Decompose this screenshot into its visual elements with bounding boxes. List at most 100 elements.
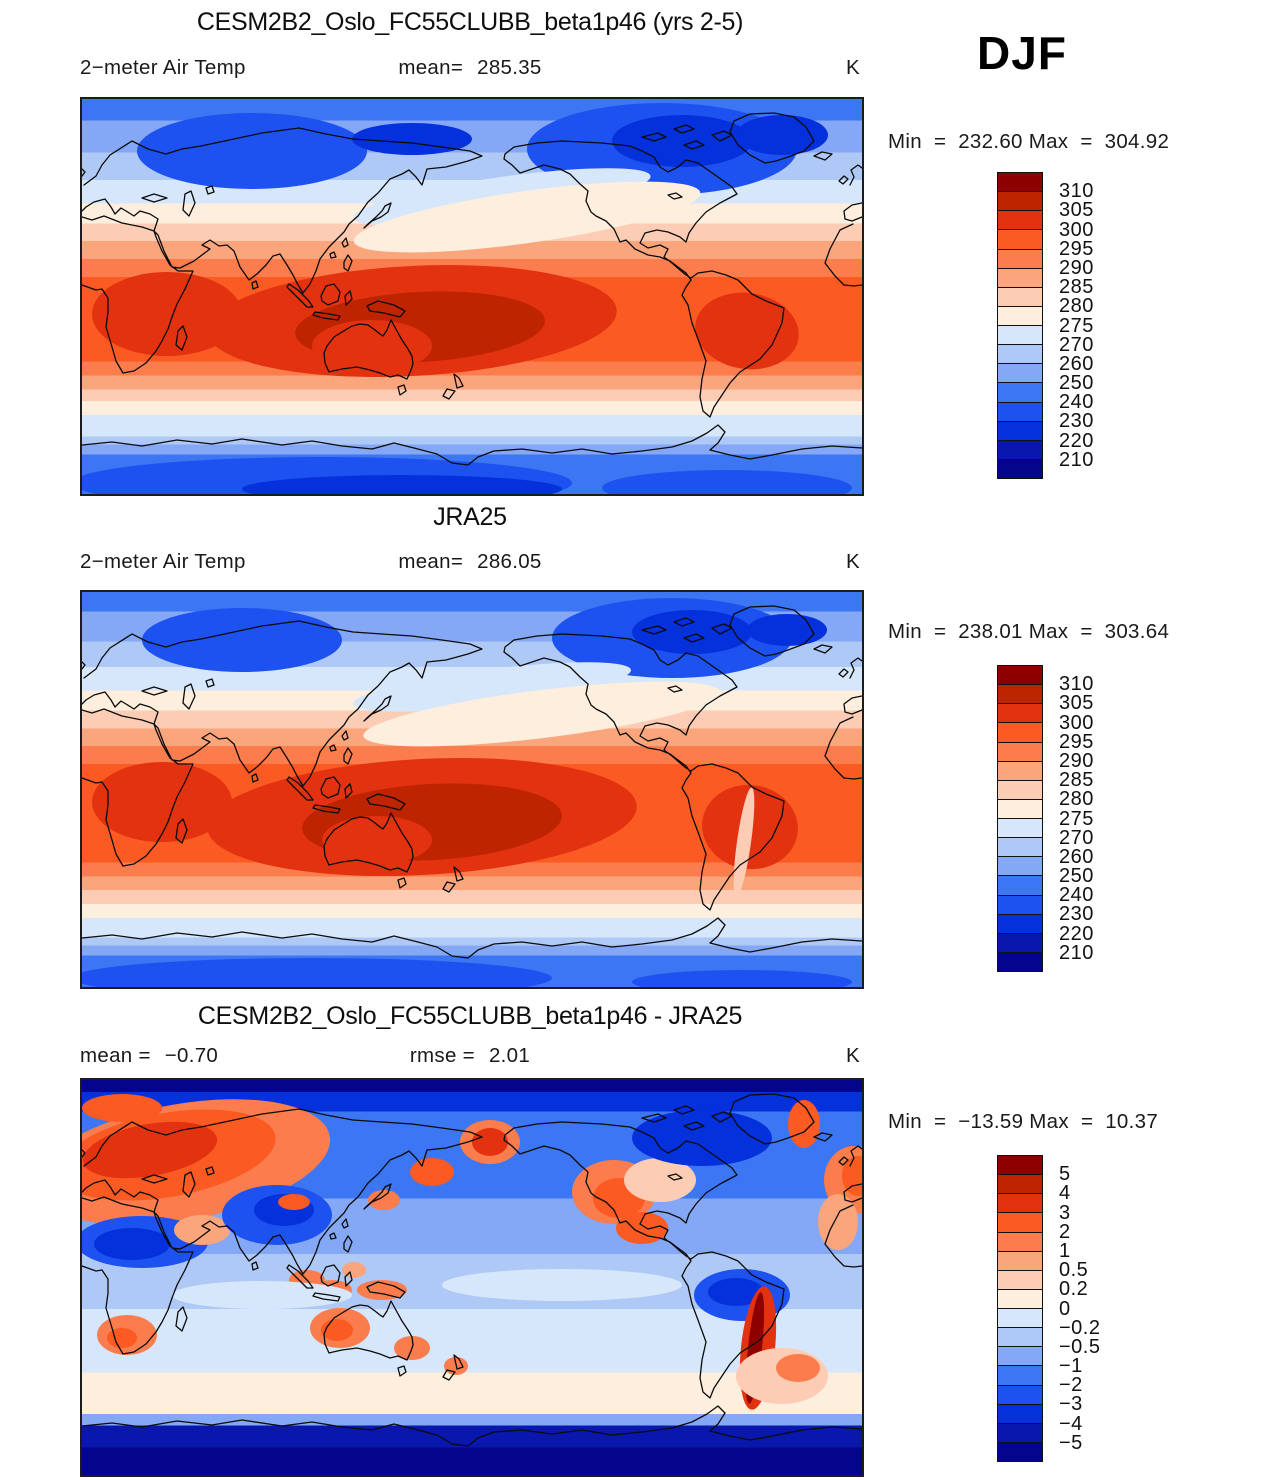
colorbar-tick-label: −3	[1059, 1393, 1083, 1416]
equals-sign: =	[1080, 1110, 1094, 1133]
panel3-title: CESM2B2_Oslo_FC55CLUBB_beta1p46 - JRA25	[197, 1002, 743, 1030]
panel3-min-value: −13.59	[958, 1110, 1024, 1133]
colorbar-tick-label: 250	[1059, 372, 1094, 395]
colorbar-tick-label: 300	[1059, 711, 1094, 734]
colorbar-tick-label: 210	[1059, 941, 1094, 964]
colorbar-cell	[998, 914, 1042, 934]
colorbar-tick-label: 285	[1059, 276, 1094, 299]
panel1-mean-label: mean=	[398, 56, 464, 79]
colorbar-tick-label: 3	[1059, 1201, 1071, 1224]
panel2-colorbar: 310 305 300 295 290 285 280 275 270 260 250 240 230 2…	[997, 665, 1197, 972]
colorbar-tick-label: 280	[1059, 295, 1094, 318]
colorbar-tick-label: 250	[1059, 865, 1094, 888]
colorbar-tick-label: 310	[1059, 673, 1094, 696]
colorbar-swatches	[997, 172, 1043, 479]
colorbar-tick-label: 295	[1059, 237, 1094, 260]
panel3-min-label: Min	[888, 1110, 922, 1133]
colorbar-tick-label: 270	[1059, 826, 1094, 849]
map-reference-contour	[80, 590, 864, 989]
colorbar-cell	[998, 1347, 1042, 1367]
colorbar-tick-label: 270	[1059, 333, 1094, 356]
colorbar-cell	[998, 799, 1042, 819]
map-model-contour	[80, 97, 864, 496]
panel3-max-label: Max	[1029, 1110, 1069, 1133]
colorbar-tick-label: 295	[1059, 730, 1094, 753]
colorbar-tick-label: −2	[1059, 1374, 1083, 1397]
colorbar-cell	[998, 1385, 1042, 1405]
colorbar-cell	[998, 1289, 1042, 1309]
colorbar-tick-labels: 5 4 3 2 1 0.5 0.2 0 −0.2 −0.5 −1 −2 −3 −4 −5	[1059, 1155, 1179, 1462]
equals-sign: =	[1080, 130, 1093, 153]
colorbar-cell	[998, 723, 1042, 743]
colorbar-cell	[998, 1328, 1042, 1348]
colorbar-tick-labels: 310 305 300 295 290 285 280 275 270 260 250 240 230 2…	[1059, 665, 1179, 972]
panel2-title: JRA25	[433, 503, 507, 531]
colorbar-tick-label: 220	[1059, 429, 1094, 452]
panel1-colorbar: 310 305 300 295 290 285 280 275 270 260 250 240 230 2…	[997, 172, 1197, 479]
colorbar-tick-label: 290	[1059, 749, 1094, 772]
colorbar-cell	[998, 1404, 1042, 1424]
colorbar-swatches	[997, 665, 1043, 972]
panel3-minmax: Min = −13.59 Max = 10.37	[888, 1110, 1218, 1134]
map-difference-contour	[80, 1078, 864, 1477]
colorbar-tick-label: 240	[1059, 391, 1094, 414]
panel1-max-label: Max	[1028, 130, 1069, 153]
panel1-min-value: 232.60	[958, 130, 1023, 153]
colorbar-cell	[998, 306, 1042, 326]
colorbar-cell	[998, 780, 1042, 800]
season-label: DJF	[977, 27, 1067, 79]
colorbar-cell	[998, 421, 1042, 441]
colorbar-cell	[998, 345, 1042, 365]
colorbar-cell	[998, 326, 1042, 346]
panel1-label-row: 2−meter Air Temp mean= 285.35 K	[80, 56, 860, 82]
panel2-units: K	[846, 550, 860, 573]
equals-sign: =	[933, 130, 947, 153]
panel3-rmse-value: 2.01	[488, 1044, 531, 1067]
colorbar-cell	[998, 287, 1042, 307]
colorbar-tick-label: 310	[1059, 180, 1094, 203]
colorbar-tick-label: 285	[1059, 769, 1094, 792]
colorbar-tick-label: −4	[1059, 1412, 1083, 1435]
panel2-label-row: 2−meter Air Temp mean= 286.05 K	[80, 550, 860, 576]
colorbar-cell	[998, 230, 1042, 250]
panel1-max-value: 304.92	[1104, 130, 1170, 153]
panel3-rmse-label: rmse =	[409, 1044, 475, 1067]
colorbar-tick-label: 260	[1059, 845, 1094, 868]
colorbar-tick-label: 4	[1059, 1182, 1071, 1205]
colorbar-tick-label: 230	[1059, 410, 1094, 433]
colorbar-cell	[998, 173, 1042, 193]
panel1-mean: mean= 285.35	[80, 56, 860, 80]
colorbar-cell	[998, 838, 1042, 858]
panel3-mean-label: mean =	[80, 1044, 151, 1067]
panel1-minmax: Min = 232.60 Max = 304.92	[888, 130, 1218, 154]
panel2-max-value: 303.64	[1104, 620, 1170, 643]
colorbar-cell	[998, 1309, 1042, 1329]
colorbar-tick-label: 240	[1059, 884, 1094, 907]
panel2-mean: mean= 286.05	[80, 550, 860, 574]
colorbar-tick-label: 0.2	[1059, 1278, 1089, 1301]
panel2-max-label: Max	[1028, 620, 1069, 643]
colorbar-cell	[998, 1156, 1042, 1176]
colorbar-cell	[998, 876, 1042, 896]
colorbar-cell	[998, 704, 1042, 724]
colorbar-cell	[998, 268, 1042, 288]
colorbar-cell	[998, 402, 1042, 422]
colorbar-tick-label: 305	[1059, 692, 1094, 715]
colorbar-cell	[998, 1175, 1042, 1195]
colorbar-cell	[998, 249, 1042, 269]
colorbar-cell	[998, 1213, 1042, 1233]
colorbar-tick-label: 220	[1059, 922, 1094, 945]
colorbar-tick-label: −0.2	[1059, 1316, 1101, 1339]
panel3-label-row: mean = −0.70 rmse = 2.01 K	[80, 1044, 860, 1070]
equals-sign: =	[933, 1110, 947, 1133]
colorbar-cell	[998, 685, 1042, 705]
colorbar-cell	[998, 857, 1042, 877]
panel2-min-label: Min	[888, 620, 922, 643]
colorbar-tick-label: 305	[1059, 199, 1094, 222]
colorbar-tick-label: 210	[1059, 448, 1094, 471]
panel2-mean-label: mean=	[398, 550, 464, 573]
colorbar-cell	[998, 364, 1042, 384]
equals-sign: =	[1080, 620, 1093, 643]
colorbar-tick-label: 280	[1059, 788, 1094, 811]
panel3-units: K	[846, 1044, 860, 1067]
